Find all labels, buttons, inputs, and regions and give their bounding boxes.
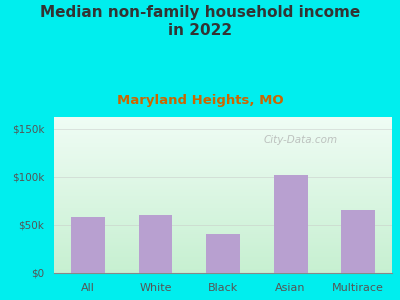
Bar [138,215,172,273]
Bar [206,235,240,273]
Text: Median non-family household income
in 2022: Median non-family household income in 20… [40,4,360,38]
Text: City-Data.com: City-Data.com [264,135,338,146]
Text: Maryland Heights, MO: Maryland Heights, MO [117,94,283,107]
Bar [71,217,105,273]
Bar [274,175,308,273]
Bar [341,210,375,273]
